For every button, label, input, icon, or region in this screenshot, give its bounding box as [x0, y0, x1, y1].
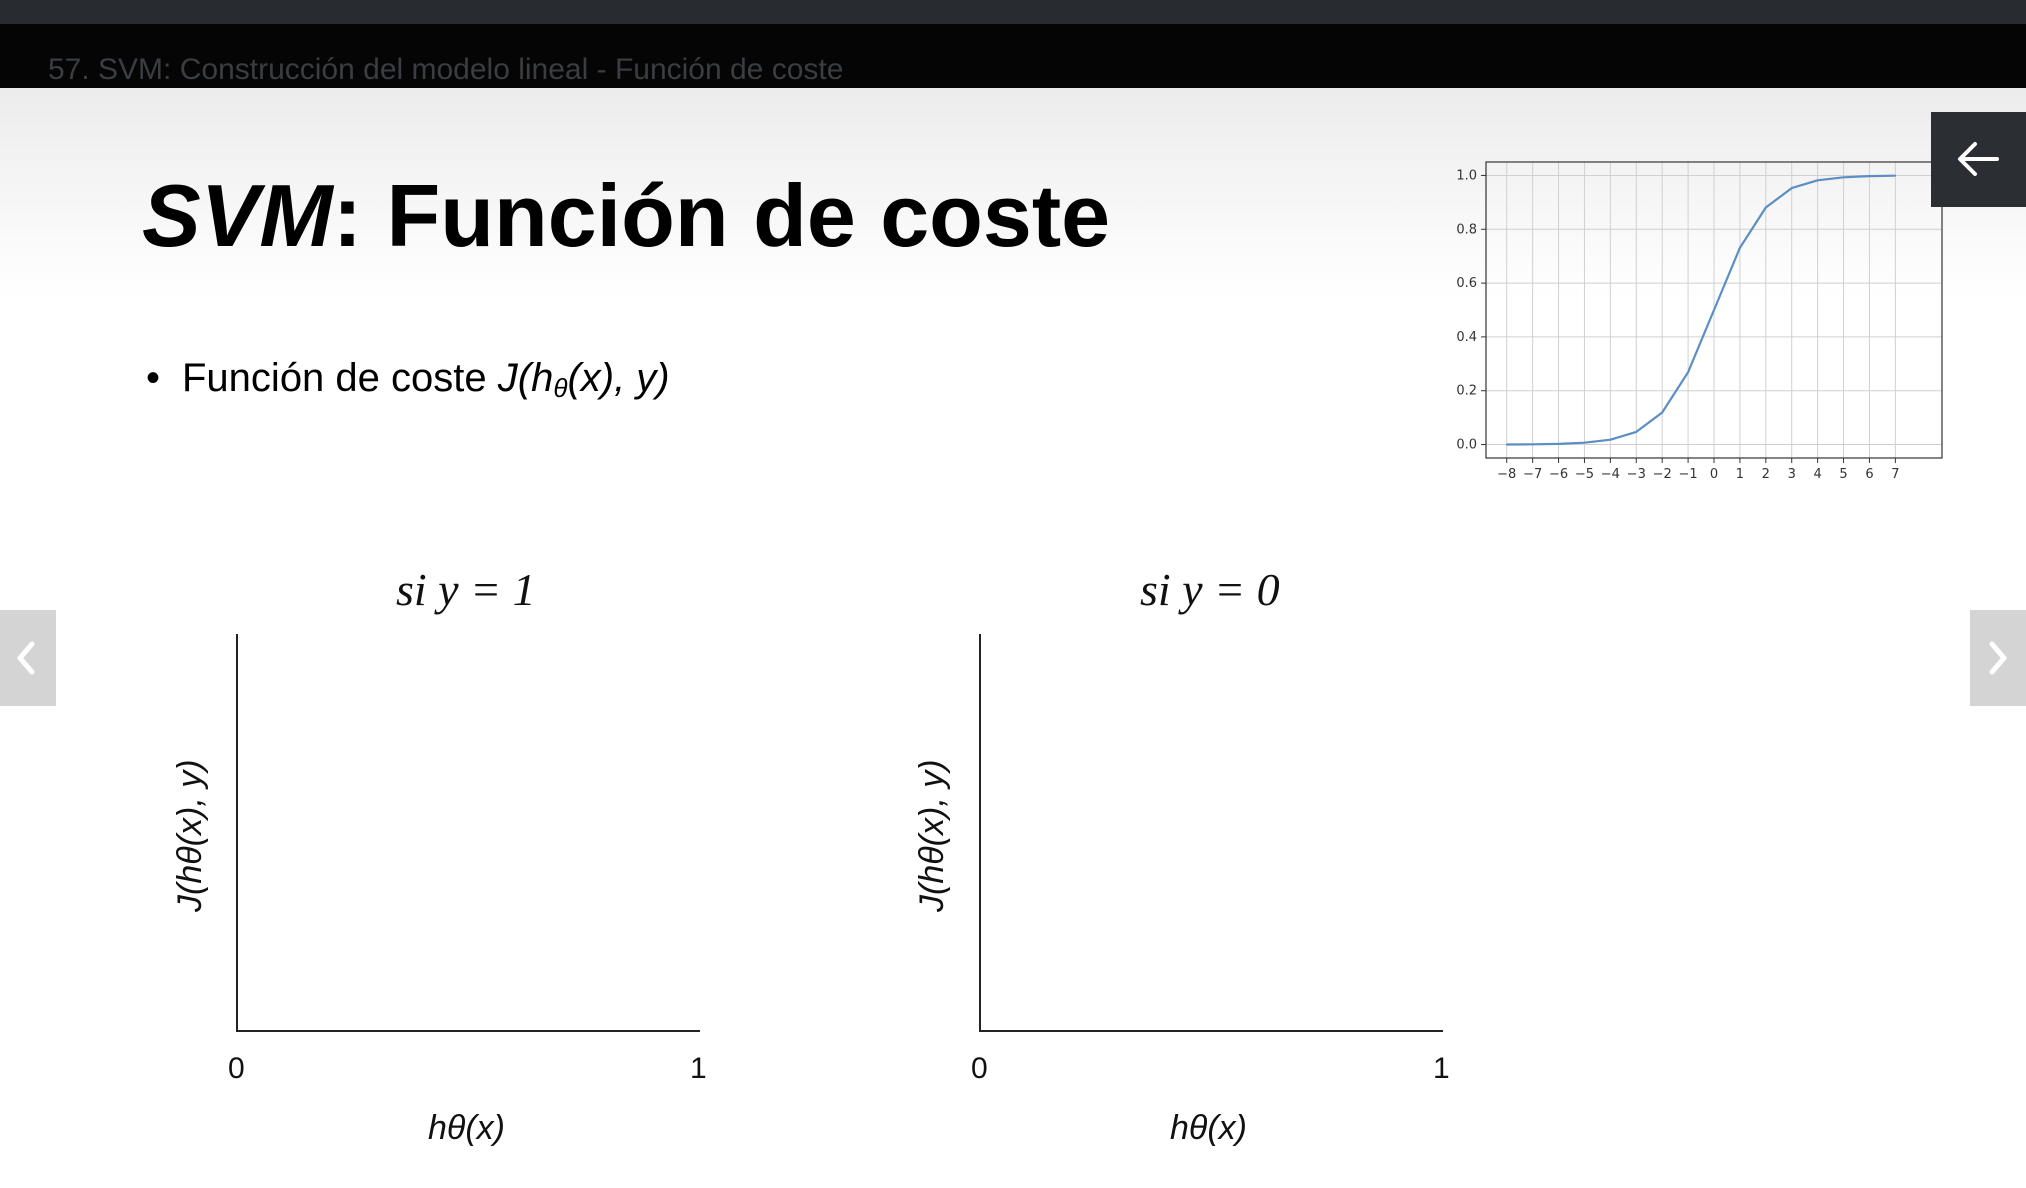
graph-ylabel-y1: J(hθ(x), y)	[171, 759, 209, 912]
sigmoid-data-point-9	[1739, 247, 1741, 249]
graph-y-axis-y0	[979, 634, 981, 1030]
sigmoid-ytick-label-0: 0.0	[1456, 438, 1477, 453]
previous-slide-button[interactable]	[0, 610, 56, 706]
graph-y-axis-y1	[236, 634, 238, 1030]
sigmoid-xtick-label-3: −5	[1575, 467, 1594, 482]
graph-x-axis-y1	[236, 1030, 700, 1032]
back-button[interactable]	[1931, 112, 2026, 207]
sigmoid-ytick-label-1: 0.2	[1456, 384, 1477, 399]
arrow-left-icon	[1958, 142, 1999, 176]
sigmoid-data-point-12	[1816, 179, 1819, 182]
graph-xlabel-y1: hθ(x)	[428, 1109, 505, 1147]
sigmoid-xtick-label-10: 2	[1762, 467, 1770, 482]
graph-xtick-min-y0: 0	[971, 1052, 988, 1085]
sigmoid-data-point-13	[1842, 176, 1845, 179]
bullet-dot: •	[146, 356, 161, 400]
chevron-right-icon	[1989, 641, 2007, 675]
sigmoid-xtick-label-6: −2	[1653, 467, 1672, 482]
sigmoid-chart: −8 −7 −6 −5 −4 −3 −2 −1 0 1 2 3 4 5 6 7 0.0 0.2 0.4 0.6 0.8 1…	[1456, 161, 1943, 482]
graph-xtick-min-y1: 0	[228, 1052, 245, 1085]
graph-ylabel-y0: J(hθ(x), y)	[913, 759, 951, 912]
sigmoid-data-point-3	[1583, 441, 1586, 444]
graph-title-y1: si y = 1	[396, 564, 536, 615]
sigmoid-data-point-10	[1765, 206, 1767, 209]
graph-x-axis-y0	[979, 1030, 1443, 1032]
sigmoid-ytick-label-4: 0.8	[1456, 222, 1477, 237]
sigmoid-data-point-7	[1687, 371, 1689, 373]
bullet-text: Función de coste	[182, 356, 498, 400]
next-slide-button[interactable]	[1970, 610, 2026, 706]
video-title-bar	[0, 24, 2026, 88]
top-bar	[0, 0, 2026, 24]
slide-title-rest: : Función de coste	[332, 166, 1111, 265]
sigmoid-data-point-2	[1557, 443, 1560, 445]
sigmoid-xtick-label-11: 3	[1788, 467, 1796, 482]
slide-title: SVM: Función de coste	[142, 164, 1110, 268]
sigmoid-data-point-15	[1894, 174, 1897, 177]
sigmoid-data-point-0	[1505, 443, 1508, 446]
sigmoid-xtick-label-0: −8	[1497, 467, 1516, 482]
sigmoid-xtick-label-9: 1	[1736, 467, 1744, 482]
sigmoid-xtick-label-13: 5	[1839, 467, 1847, 482]
sigmoid-xtick-label-2: −6	[1549, 467, 1568, 482]
bullet-cost-function: • Función de coste J(hθ(x), y)	[146, 350, 670, 416]
bullet-math-sub: θ	[553, 373, 568, 403]
sigmoid-xtick-label-14: 6	[1865, 467, 1873, 482]
sigmoid-ytick-label-3: 0.6	[1456, 276, 1477, 291]
sigmoid-xtick-label-1: −7	[1523, 467, 1542, 482]
sigmoid-data-point-1	[1531, 443, 1534, 446]
graph-title-y0: si y = 0	[1140, 564, 1280, 615]
bullet-math-b: (x), y)	[567, 356, 670, 400]
sigmoid-data-point-14	[1868, 175, 1871, 177]
sigmoid-data-point-6	[1661, 411, 1663, 414]
sigmoid-xtick-label-8: 0	[1710, 467, 1718, 482]
sigmoid-data-point-11	[1790, 187, 1793, 189]
sigmoid-data-point-4	[1609, 438, 1612, 441]
sigmoid-xtick-label-7: −1	[1679, 467, 1698, 482]
bullet-math-a: J(h	[497, 356, 554, 400]
sigmoid-data-point-5	[1635, 431, 1638, 433]
sigmoid-xtick-label-12: 4	[1813, 467, 1821, 482]
sigmoid-xtick-label-4: −4	[1601, 467, 1620, 482]
graph-xtick-max-y1: 1	[690, 1052, 707, 1085]
slide-title-emphasis: SVM	[142, 166, 333, 265]
sigmoid-xtick-label-15: 7	[1891, 467, 1899, 482]
video-title: 57. SVM: Construcción del modelo lineal …	[48, 53, 844, 86]
sigmoid-ytick-label-2: 0.4	[1456, 330, 1477, 345]
chevron-left-icon	[17, 641, 35, 675]
sigmoid-data-point-8	[1713, 309, 1715, 311]
sigmoid-xtick-label-5: −3	[1627, 467, 1646, 482]
sigmoid-ytick-label-5: 1.0	[1456, 168, 1477, 183]
sigmoid-series-line	[1506, 174, 1896, 446]
graph-xtick-max-y0: 1	[1433, 1052, 1450, 1085]
graph-xlabel-y0: hθ(x)	[1170, 1109, 1247, 1147]
